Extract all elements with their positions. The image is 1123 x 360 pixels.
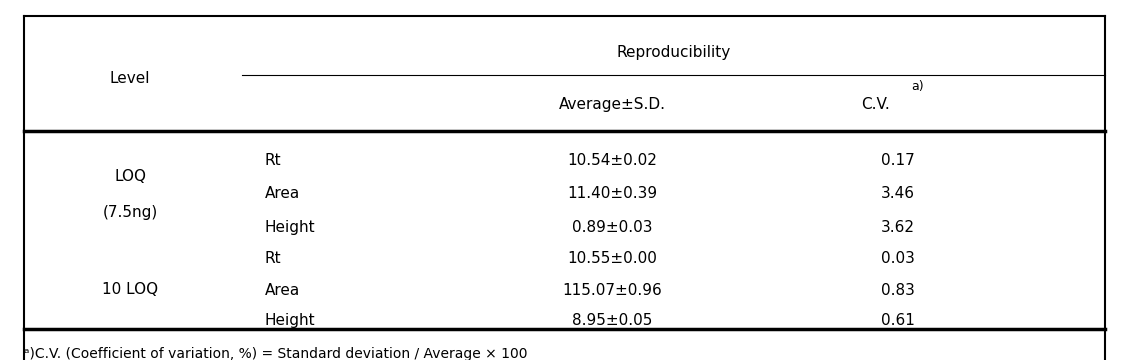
Text: 10.55±0.00: 10.55±0.00	[567, 251, 657, 266]
Text: 115.07±0.96: 115.07±0.96	[562, 283, 661, 297]
Text: Level: Level	[110, 71, 150, 86]
Text: ᵃ)C.V. (Coefficient of variation, %) = Standard deviation / Average × 100: ᵃ)C.V. (Coefficient of variation, %) = S…	[24, 347, 528, 360]
Text: Rt: Rt	[265, 251, 281, 266]
Text: Reproducibility: Reproducibility	[617, 45, 731, 60]
Text: 0.03: 0.03	[880, 251, 914, 266]
Text: 10 LOQ: 10 LOQ	[102, 282, 158, 297]
Text: 10.54±0.02: 10.54±0.02	[567, 153, 657, 168]
Text: 3.46: 3.46	[880, 186, 914, 201]
Text: 0.61: 0.61	[880, 313, 914, 328]
Text: C.V.: C.V.	[861, 97, 889, 112]
Text: Height: Height	[265, 313, 316, 328]
Text: LOQ: LOQ	[115, 168, 146, 184]
Text: (7.5ng): (7.5ng)	[102, 204, 158, 220]
Text: 0.83: 0.83	[880, 283, 914, 297]
Text: Rt: Rt	[265, 153, 281, 168]
Text: 0.17: 0.17	[880, 153, 914, 168]
Text: Average±S.D.: Average±S.D.	[558, 97, 666, 112]
Text: 3.62: 3.62	[880, 220, 914, 235]
Text: a): a)	[912, 80, 924, 93]
Text: Area: Area	[265, 186, 300, 201]
Text: 8.95±0.05: 8.95±0.05	[572, 313, 652, 328]
Text: Area: Area	[265, 283, 300, 297]
Text: 11.40±0.39: 11.40±0.39	[567, 186, 657, 201]
Text: Height: Height	[265, 220, 316, 235]
Text: 0.89±0.03: 0.89±0.03	[572, 220, 652, 235]
